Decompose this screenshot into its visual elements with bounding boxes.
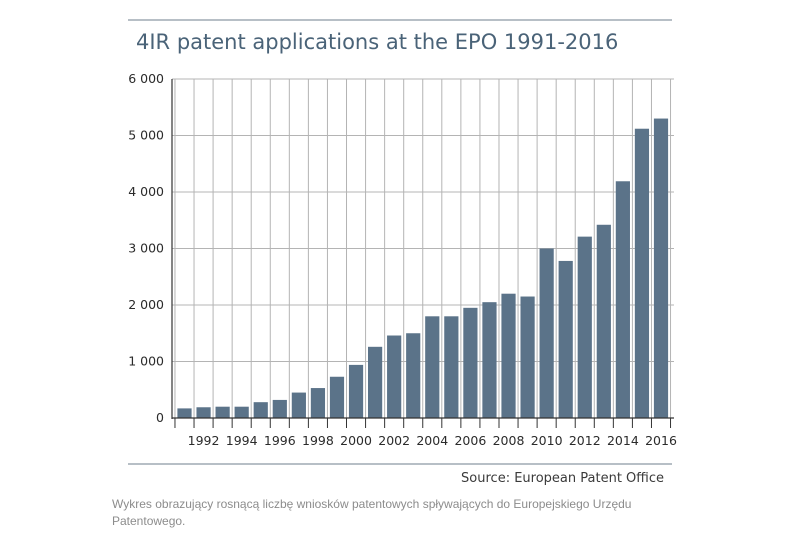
x-tick-label: 2010 bbox=[531, 433, 563, 448]
bar-2011 bbox=[558, 260, 573, 418]
bars bbox=[177, 118, 669, 419]
bar-1999 bbox=[329, 376, 345, 418]
bar-2013 bbox=[596, 224, 611, 418]
y-tick-label: 4 000 bbox=[128, 184, 164, 199]
x-tick-label: 1992 bbox=[188, 433, 220, 448]
chart-title: 4IR patent applications at the EPO 1991-… bbox=[136, 30, 618, 54]
bar-2010 bbox=[539, 248, 554, 418]
bar-1991 bbox=[177, 408, 192, 418]
y-tick-labels: 0 1 000 2 000 3 000 4 000 5 000 6 000 bbox=[128, 71, 164, 425]
bar-2003 bbox=[406, 333, 421, 418]
y-tick-label: 2 000 bbox=[128, 297, 164, 312]
x-tick-label: 1998 bbox=[302, 433, 334, 448]
bar-2009 bbox=[520, 296, 535, 418]
bar-2004 bbox=[425, 316, 440, 418]
axes bbox=[171, 79, 674, 428]
x-tick-label: 2004 bbox=[416, 433, 448, 448]
x-tick-label: 2014 bbox=[607, 433, 639, 448]
bar-2012 bbox=[577, 236, 592, 418]
y-tick-label: 5 000 bbox=[128, 128, 164, 143]
x-tick-label: 2016 bbox=[645, 433, 677, 448]
bar-1994 bbox=[234, 406, 249, 418]
x-tick-labels: 1992 1994 1996 1998 2000 2002 2004 2006 2008 2010… bbox=[188, 433, 677, 448]
y-tick-label: 1 000 bbox=[128, 354, 164, 369]
bar-2016 bbox=[653, 118, 669, 419]
bar-1997 bbox=[291, 392, 306, 418]
caption: Wykres obrazujący rosnącą liczbę wnioskó… bbox=[112, 497, 632, 528]
x-tick-label: 2012 bbox=[569, 433, 601, 448]
grid bbox=[172, 78, 674, 418]
y-tick-label: 6 000 bbox=[128, 71, 164, 86]
bar-2014 bbox=[615, 181, 630, 418]
bar-2001 bbox=[368, 346, 383, 418]
source-label: Source: European Patent Office bbox=[461, 471, 664, 486]
bar-1992 bbox=[196, 407, 211, 418]
x-tick-label: 2008 bbox=[493, 433, 525, 448]
bar-1995 bbox=[253, 402, 268, 418]
bar-2015 bbox=[634, 128, 650, 418]
bar-1998 bbox=[310, 388, 326, 418]
x-tick-label: 2002 bbox=[378, 433, 410, 448]
x-tick-label: 2000 bbox=[340, 433, 372, 448]
x-tick-label: 1996 bbox=[264, 433, 296, 448]
bar-2007 bbox=[482, 302, 497, 418]
bar-2000 bbox=[348, 364, 364, 418]
y-tick-label: 3 000 bbox=[128, 241, 164, 256]
bar-2006 bbox=[463, 307, 478, 418]
x-tick-label: 1994 bbox=[226, 433, 258, 448]
bar-2005 bbox=[444, 316, 459, 418]
bar-2002 bbox=[387, 335, 402, 418]
bar-1996 bbox=[272, 399, 287, 418]
bar-2008 bbox=[501, 293, 516, 418]
y-tick-label: 0 bbox=[156, 410, 164, 425]
x-tick-label: 2006 bbox=[454, 433, 486, 448]
bar-1993 bbox=[215, 406, 230, 418]
